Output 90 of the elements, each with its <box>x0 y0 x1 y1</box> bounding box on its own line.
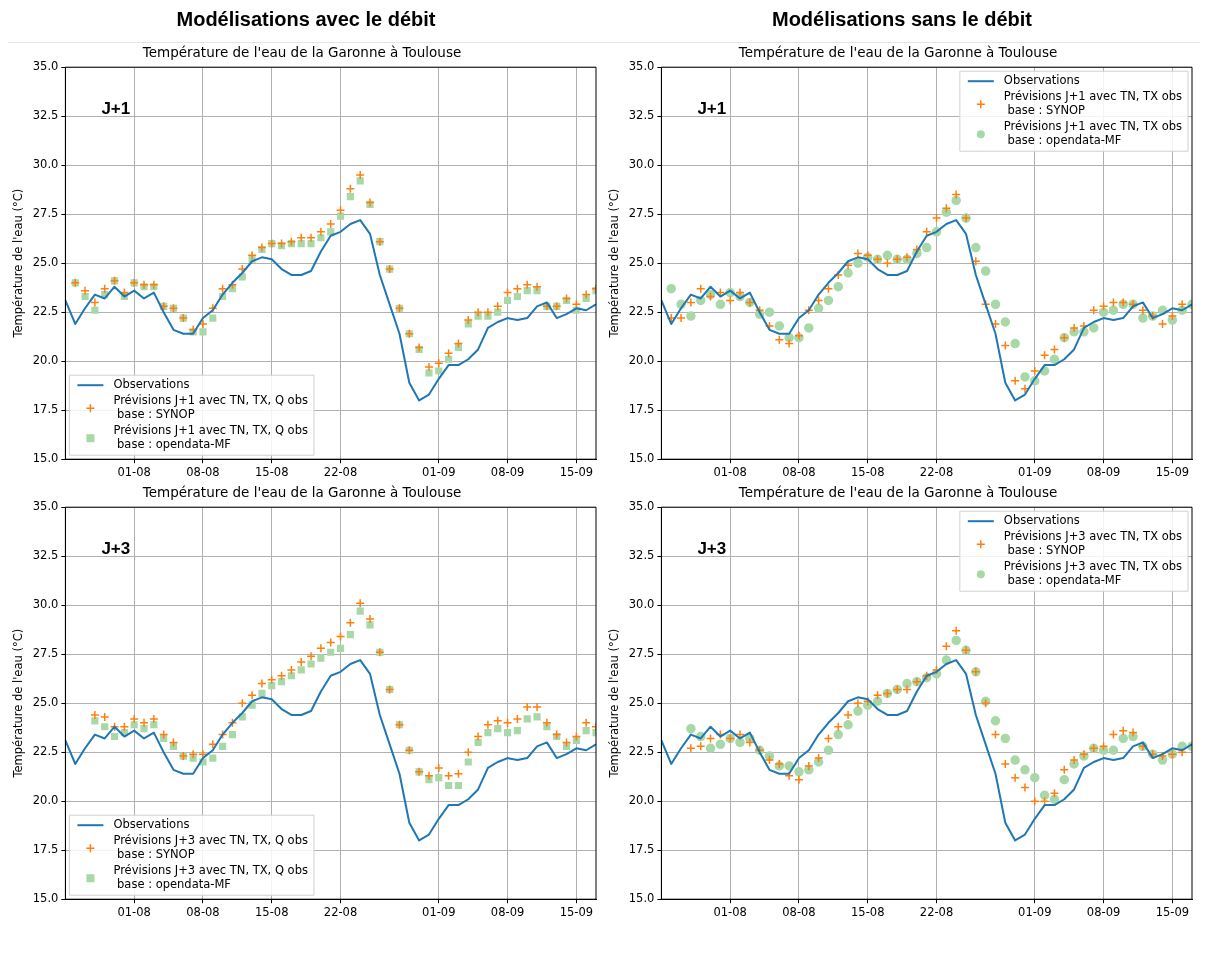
y-tick-label: 27.5 <box>32 646 59 661</box>
y-tick-label: 30.0 <box>628 157 655 172</box>
legend-label: Prévisions J+3 avec TN, TX obs base : opendata-MF <box>1003 559 1183 588</box>
x-tick-label: 22-08 <box>323 905 358 920</box>
y-tick-label: 22.5 <box>32 304 59 319</box>
y-tick-label: 22.5 <box>628 744 655 759</box>
y-tick-label: 17.5 <box>628 402 655 417</box>
legend-label: Prévisions J+1 avec TN, TX, Q obs base : opendata-MF <box>113 423 308 452</box>
y-tick-label: 25.0 <box>32 255 59 270</box>
annotation: J+1 <box>101 98 131 118</box>
legend-label: Prévisions J+3 avec TN, TX, Q obs base : SYNOP <box>113 833 308 862</box>
y-axis-title: Température de l'eau (°C) <box>606 628 621 779</box>
y-tick-label: 32.5 <box>32 108 59 123</box>
x-tick-label: 15-08 <box>851 465 885 480</box>
y-tick-label: 30.0 <box>32 597 59 612</box>
x-tick-label: 22-08 <box>919 905 954 920</box>
legend-label: Observations <box>113 377 190 392</box>
chart-subtitle: Modélisations sans le débit <box>604 8 1200 43</box>
y-tick-label: 32.5 <box>628 108 655 123</box>
chart-title: Température de l'eau de la Garonne à Toulouse <box>737 483 1058 500</box>
y-tick-label: 15.0 <box>628 451 655 466</box>
legend-label: Observations <box>1003 513 1080 528</box>
y-tick-label: 35.0 <box>32 499 59 514</box>
y-tick-label: 27.5 <box>32 206 59 221</box>
y-tick-label: 17.5 <box>32 842 59 857</box>
y-tick-label: 17.5 <box>628 842 655 857</box>
y-tick-label: 35.0 <box>628 59 655 74</box>
y-axis-title: Température de l'eau (°C) <box>10 628 25 779</box>
annotation: J+3 <box>101 538 131 558</box>
chart-title: Température de l'eau de la Garonne à Toulouse <box>141 43 462 60</box>
x-tick-label: 01-08 <box>713 905 747 920</box>
x-tick-label: 08-08 <box>782 905 816 920</box>
y-tick-label: 25.0 <box>628 695 655 710</box>
x-tick-label: 08-08 <box>186 905 220 920</box>
y-tick-label: 27.5 <box>628 206 655 221</box>
y-tick-label: 15.0 <box>32 891 59 906</box>
x-tick-label: 01-08 <box>713 465 747 480</box>
legend-label: Prévisions J+1 avec TN, TX, Q obs base : SYNOP <box>113 393 308 422</box>
y-tick-label: 32.5 <box>32 548 59 563</box>
x-tick-label: 01-08 <box>117 905 151 920</box>
x-tick-label: 22-08 <box>919 465 954 480</box>
x-tick-label: 22-08 <box>323 465 358 480</box>
chart-subtitle: Modélisations avec le débit <box>8 8 604 43</box>
x-tick-label: 15-09 <box>559 465 594 480</box>
x-tick-label: 15-09 <box>1155 465 1190 480</box>
legend-label: Observations <box>1003 73 1080 88</box>
y-tick-label: 25.0 <box>628 255 655 270</box>
y-tick-label: 32.5 <box>628 548 655 563</box>
legend-label: Observations <box>113 817 190 832</box>
y-tick-label: 30.0 <box>628 597 655 612</box>
y-tick-label: 20.0 <box>32 353 59 368</box>
x-tick-label: 01-09 <box>422 905 456 920</box>
y-axis-title: Température de l'eau (°C) <box>606 188 621 339</box>
y-tick-label: 30.0 <box>32 157 59 172</box>
x-tick-label: 08-09 <box>1086 465 1121 480</box>
x-tick-label: 08-09 <box>490 905 525 920</box>
chart-title: Température de l'eau de la Garonne à Toulouse <box>141 483 462 500</box>
y-tick-label: 35.0 <box>628 499 655 514</box>
legend-label: Prévisions J+3 avec TN, TX obs base : SYNOP <box>1003 529 1183 558</box>
legend-label: Prévisions J+1 avec TN, TX obs base : opendata-MF <box>1003 119 1183 148</box>
y-axis-title: Température de l'eau (°C) <box>10 188 25 339</box>
y-tick-label: 15.0 <box>628 891 655 906</box>
y-tick-label: 20.0 <box>628 353 655 368</box>
chart-title: Température de l'eau de la Garonne à Toulouse <box>737 43 1058 60</box>
y-tick-label: 27.5 <box>628 646 655 661</box>
x-tick-label: 15-08 <box>255 905 289 920</box>
annotation: J+1 <box>697 98 727 118</box>
x-tick-label: 01-09 <box>422 465 456 480</box>
legend-label: Prévisions J+1 avec TN, TX obs base : SYNOP <box>1003 89 1183 118</box>
x-tick-label: 01-09 <box>1018 905 1052 920</box>
y-tick-label: 22.5 <box>32 744 59 759</box>
x-tick-label: 01-09 <box>1018 465 1052 480</box>
x-tick-label: 15-09 <box>1155 905 1190 920</box>
x-tick-label: 15-08 <box>851 905 885 920</box>
y-tick-label: 35.0 <box>32 59 59 74</box>
y-tick-label: 25.0 <box>32 695 59 710</box>
x-tick-label: 01-08 <box>117 465 151 480</box>
x-tick-label: 08-09 <box>1086 905 1121 920</box>
y-tick-label: 20.0 <box>628 793 655 808</box>
y-tick-label: 20.0 <box>32 793 59 808</box>
y-tick-label: 15.0 <box>32 451 59 466</box>
x-tick-label: 15-09 <box>559 905 594 920</box>
x-tick-label: 08-08 <box>186 465 220 480</box>
legend-label: Prévisions J+3 avec TN, TX, Q obs base : opendata-MF <box>113 863 308 892</box>
x-tick-label: 08-09 <box>490 465 525 480</box>
x-tick-label: 15-08 <box>255 465 289 480</box>
y-tick-label: 22.5 <box>628 304 655 319</box>
y-tick-label: 17.5 <box>32 402 59 417</box>
x-tick-label: 08-08 <box>782 465 816 480</box>
annotation: J+3 <box>697 538 727 558</box>
